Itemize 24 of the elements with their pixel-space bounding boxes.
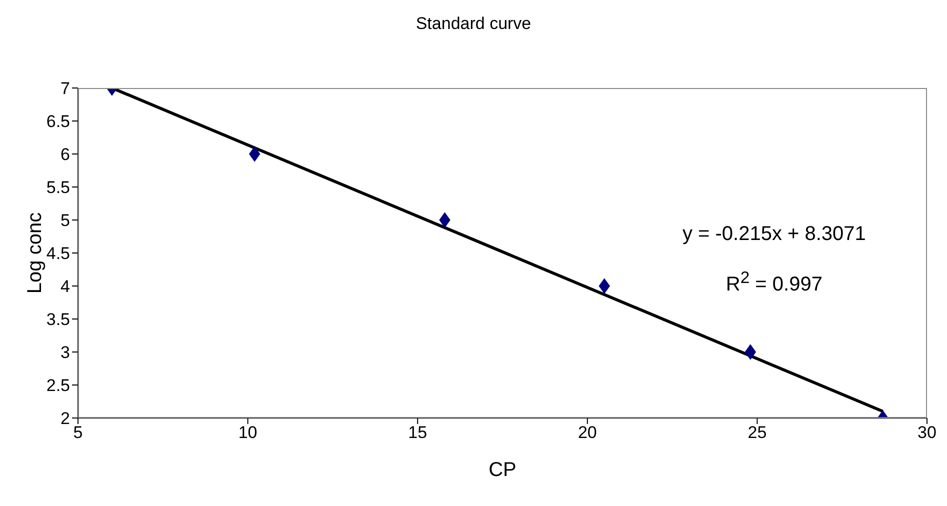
x-tick-label: 10: [238, 423, 258, 442]
x-axis-title: CP: [488, 459, 516, 481]
y-tick-label: 4.5: [46, 244, 70, 264]
point: [439, 212, 450, 228]
annotation: y = -0.215x + 8.3071: [681, 223, 867, 246]
point: [598, 278, 610, 294]
x-tick-label: 25: [748, 423, 767, 442]
y-tick-label: 5: [60, 211, 70, 230]
y-tick-label: 4: [60, 277, 70, 296]
y-tick-label: 6: [60, 145, 70, 164]
y-tick-label: 2.5: [46, 376, 70, 396]
x-tick-label: 15: [408, 423, 428, 442]
annotation: R$^{2}$ = 0.997: [724, 268, 824, 297]
y-axis-title: Log conc: [24, 212, 46, 294]
y-tick-label: 5.5: [46, 178, 70, 198]
x-tick-label: 30: [918, 423, 936, 442]
chart-title: Standard curve: [414, 14, 532, 34]
y-tick-label: 3.5: [46, 310, 70, 330]
x-tick-label: 5: [73, 423, 83, 442]
x-tick-label: 20: [578, 423, 597, 442]
y-tick-label: 6.5: [46, 112, 70, 132]
y-tick-label: 3: [60, 343, 70, 362]
y-tick-label: 7: [60, 79, 70, 98]
y-tick-label: 2: [60, 409, 70, 428]
